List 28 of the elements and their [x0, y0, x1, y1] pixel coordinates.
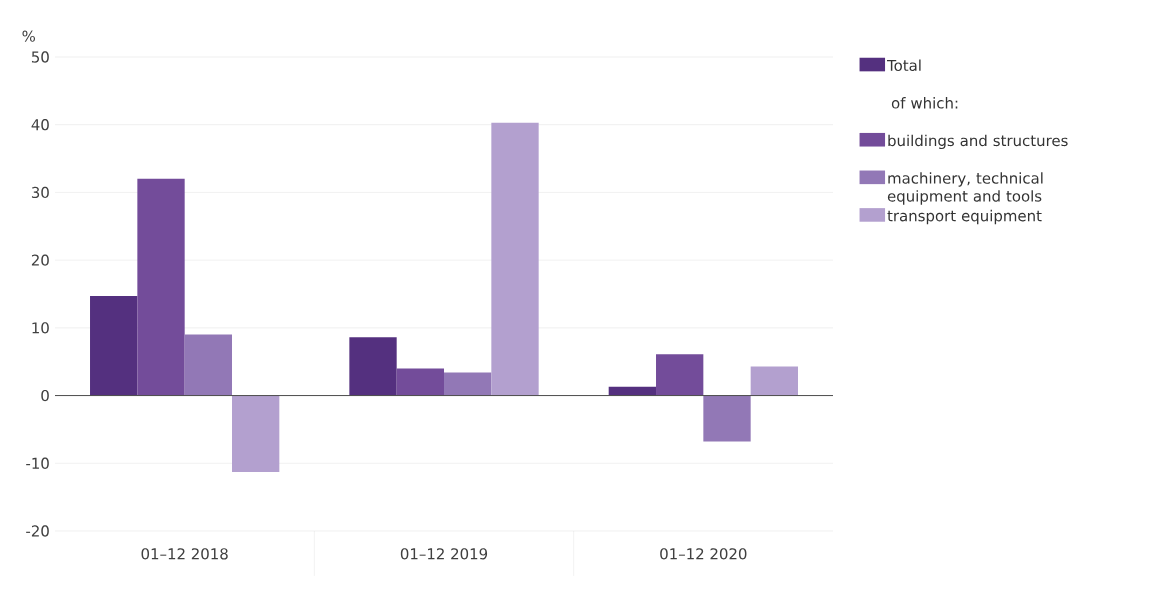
y-tick-label: 0	[41, 389, 49, 402]
legend-label: buildings and structures	[888, 134, 1068, 150]
bar	[608, 386, 657, 396]
bar	[90, 296, 138, 396]
x-tick-label: 01–12 2019	[400, 548, 488, 560]
x-tick-label: 01–12 2018	[141, 548, 228, 560]
bar	[184, 334, 232, 396]
bar	[656, 354, 704, 396]
y-tick-label: 40	[31, 119, 49, 131]
bar	[750, 366, 798, 396]
bar	[137, 178, 185, 396]
legend-label: Total	[887, 59, 921, 72]
y-tick-label: 50	[31, 51, 49, 63]
bar	[703, 395, 751, 442]
y-tick-label: 10	[32, 322, 49, 334]
y-tick-label: -10	[26, 457, 49, 469]
bar	[444, 372, 492, 396]
y-axis-title: %	[22, 30, 36, 42]
bar	[349, 337, 397, 396]
text: of which:	[891, 97, 958, 109]
y-tick-label: 20	[31, 254, 49, 266]
bar	[396, 368, 445, 396]
y-tick-label: -20	[26, 525, 49, 537]
bar	[491, 122, 539, 396]
legend-label: transport equipment	[887, 209, 1042, 225]
bar	[232, 395, 280, 473]
x-tick-label: 01–12 2020	[660, 548, 747, 560]
y-tick-label: 30	[31, 186, 49, 199]
